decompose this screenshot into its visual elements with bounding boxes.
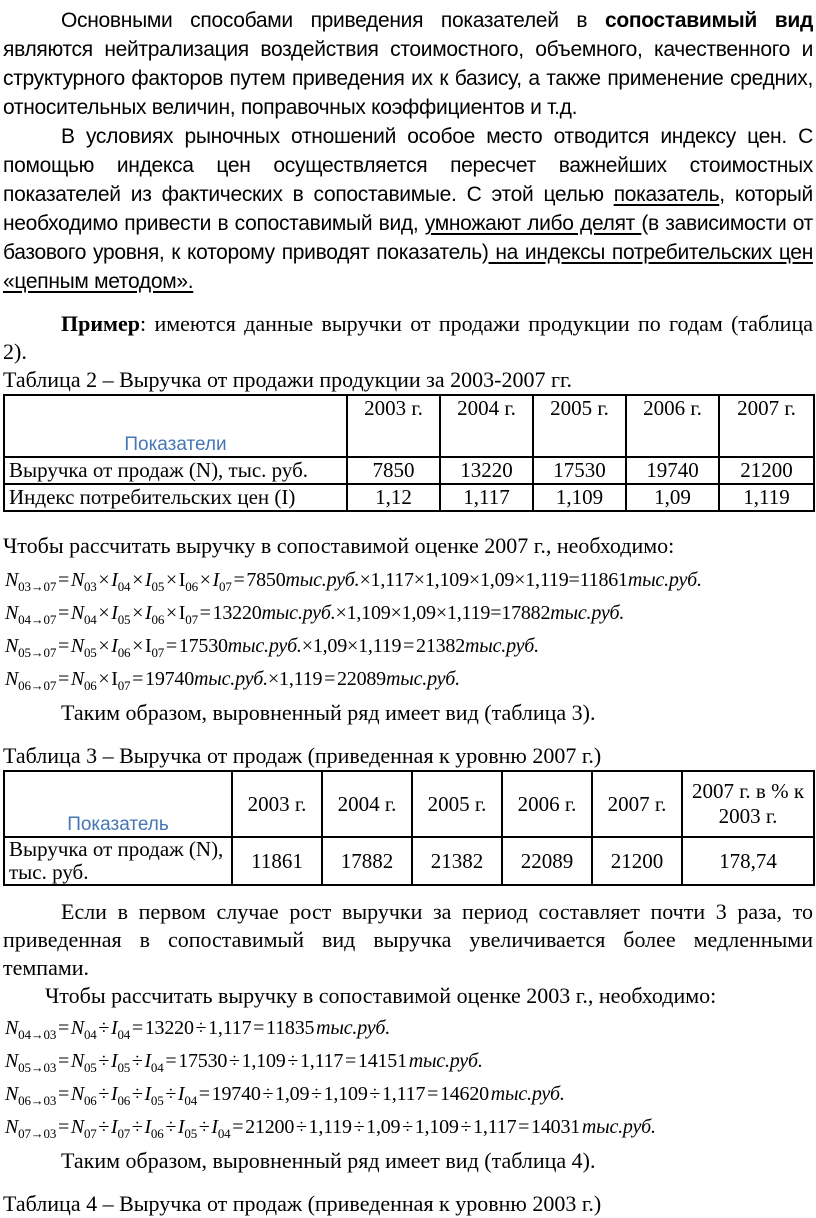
calc-2003-intro: Чтобы рассчитать выручку в сопоставимой … <box>45 983 717 1008</box>
table3-revenue-pct: 178,74 <box>681 836 815 886</box>
formula-n05-03: N05→03 = N05 ÷ I05 ÷ I04 = 17530 ÷ 1,109… <box>5 1050 483 1075</box>
table3-revenue-2005: 21382 <box>411 836 503 886</box>
table2-header-label: Показатели <box>3 394 348 458</box>
table2-year-header-2006: 2006 г. <box>625 394 720 458</box>
paragraph-example: Пример: имеются данные выручки от продаж… <box>3 311 813 364</box>
table3-revenue-2003: 11861 <box>231 836 323 886</box>
table3-title: Таблица 3 – Выручка от продаж (приведенн… <box>3 743 602 768</box>
table-revenue-adjusted-2007: Показатель 2003 г. 2004 г. 2005 г. 2006 … <box>3 770 815 886</box>
table2-year-header-2004: 2004 г. <box>439 394 534 458</box>
formulas-to-2007: N03→07 = N03 × I04 × I05 × I06 × I07 = 7… <box>5 564 813 696</box>
table2-cpi-label: Индекс потребительских цен (I) <box>3 483 348 512</box>
calc-2007-intro: Чтобы рассчитать выручку в сопоставимой … <box>3 533 675 558</box>
table2-revenue-2007: 21200 <box>718 456 815 485</box>
table2-header-row: Показатели 2003 г. 2004 г. 2005 г. 2006 … <box>3 394 815 458</box>
table2-cpi-row: Индекс потребительских цен (I) 1,12 1,11… <box>3 483 815 512</box>
table2-revenue-2003: 7850 <box>346 456 441 485</box>
table2-revenue-2006: 19740 <box>625 456 720 485</box>
table2-cpi-2004: 1,117 <box>439 483 534 512</box>
table3-revenue-2006: 22089 <box>501 836 593 886</box>
table3-revenue-2007: 21200 <box>591 836 683 886</box>
table2-revenue-2005: 17530 <box>532 456 627 485</box>
formula-n03-07: N03→07 = N03 × I04 × I05 × I06 × I07 = 7… <box>5 569 702 594</box>
table2-cpi-2003: 1,12 <box>346 483 441 512</box>
table3-header-row: Показатель 2003 г. 2004 г. 2005 г. 2006 … <box>3 770 815 838</box>
paragraph-main-methods: Основными способами приведения показател… <box>3 9 813 119</box>
table2-year-header-2007: 2007 г. <box>718 394 815 458</box>
table2-title: Таблица 2 – Выручка от продажи продукции… <box>3 367 573 392</box>
table3-year-header-2005: 2005 г. <box>411 770 503 838</box>
conclusion-table3: Таким образом, выровненный ряд имеет вид… <box>61 700 596 725</box>
formula-n04-03: N04→03 = N04 ÷ I04 = 13220 ÷ 1,117 = 118… <box>5 1017 391 1042</box>
conclusion-table4: Таким образом, выровненный ряд имеет вид… <box>61 1148 596 1173</box>
formula-n06-07: N06→07 = N06 × I07 = 19740тыс.руб.×1,119… <box>5 668 460 693</box>
table2-year-header-2005: 2005 г. <box>532 394 627 458</box>
table2-cpi-2007: 1,119 <box>718 483 815 512</box>
paragraph-price-index: В условиях рыночных отношений особое мес… <box>3 125 813 293</box>
table2-revenue-2004: 13220 <box>439 456 534 485</box>
table4-title: Таблица 4 – Выручка от продаж (приведенн… <box>3 1191 602 1216</box>
table2-cpi-2006: 1,09 <box>625 483 720 512</box>
table3-year-header-2006: 2006 г. <box>501 770 593 838</box>
formula-n05-07: N05→07 = N05 × I06 × I07 = 17530тыс.руб.… <box>5 635 539 660</box>
table3-header-label: Показатель <box>3 770 233 838</box>
formula-n04-07: N04→07 = N04 × I05 × I06 × I07 = 13220ты… <box>5 602 625 627</box>
paragraph-growth-comparison: Если в первом случае рост выручки за пер… <box>3 899 813 980</box>
table2-revenue-row: Выручка от продаж (N), тыс. руб. 7850 13… <box>3 456 815 485</box>
table2-cpi-2005: 1,109 <box>532 483 627 512</box>
table3-year-header-2004: 2004 г. <box>321 770 413 838</box>
formulas-to-2003: N04→03 = N04 ÷ I04 = 13220 ÷ 1,117 = 118… <box>5 1012 813 1144</box>
formula-n06-03: N06→03 = N06 ÷ I06 ÷ I05 ÷ I04 = 19740 ÷… <box>5 1083 565 1108</box>
table3-revenue-2004: 17882 <box>321 836 413 886</box>
table2-year-header-2003: 2003 г. <box>346 394 441 458</box>
table3-revenue-row: Выручка от продаж (N), тыс. руб. 11861 1… <box>3 836 815 886</box>
table2-revenue-label: Выручка от продаж (N), тыс. руб. <box>3 456 348 485</box>
table3-year-header-2003: 2003 г. <box>231 770 323 838</box>
formula-n07-03: N07→03 = N07 ÷ I07 ÷ I06 ÷ I05 ÷ I04 = 2… <box>5 1116 656 1141</box>
table3-revenue-label: Выручка от продаж (N), тыс. руб. <box>3 836 233 886</box>
table3-pct-header: 2007 г. в % к 2003 г. <box>681 770 815 838</box>
table3-year-header-2007: 2007 г. <box>591 770 683 838</box>
table-revenue-2003-2007: Показатели 2003 г. 2004 г. 2005 г. 2006 … <box>3 394 815 512</box>
